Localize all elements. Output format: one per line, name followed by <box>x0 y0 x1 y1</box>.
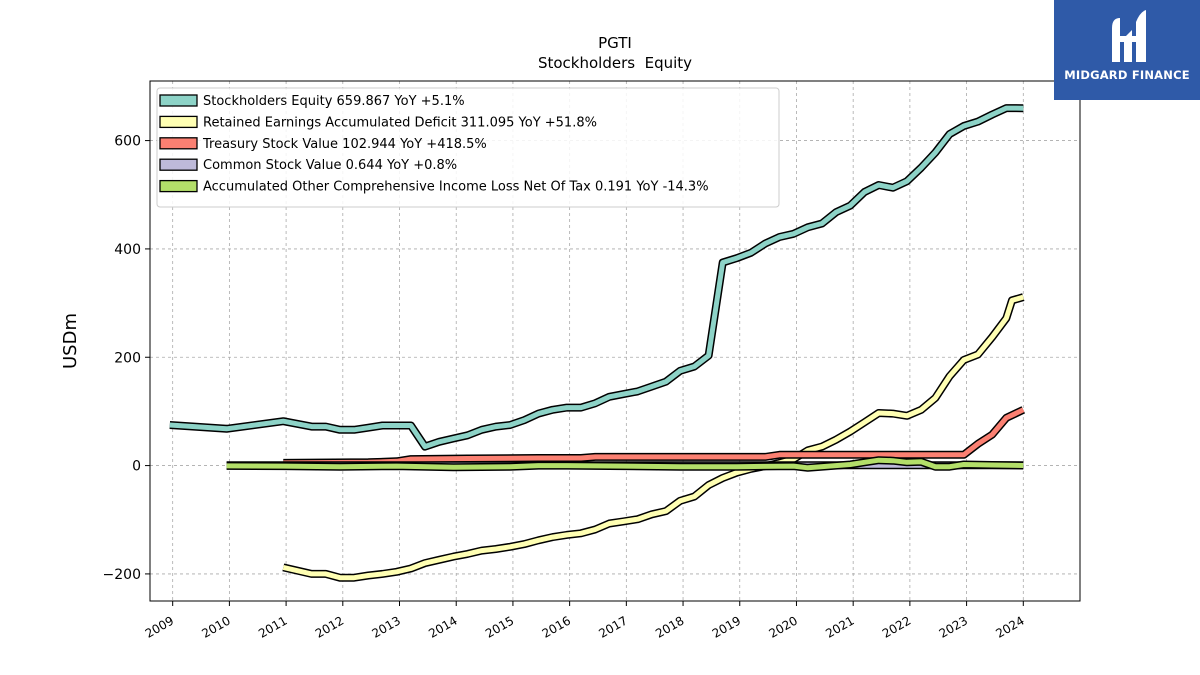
legend-swatch <box>159 179 198 193</box>
y-axis-label: USDm <box>60 313 81 369</box>
legend-swatch <box>159 158 198 171</box>
legend-box <box>156 87 780 208</box>
x-tick-label: 2012 <box>313 613 346 640</box>
x-tick-label: 2020 <box>767 613 800 640</box>
legend-label: Accumulated Other Comprehensive Income L… <box>203 180 709 195</box>
legend-label: Retained Earnings Accumulated Deficit 31… <box>203 115 597 130</box>
plot-frame <box>149 80 1081 602</box>
x-tick-label: 2016 <box>540 613 573 640</box>
brand-logo: MIDGARD FINANCE <box>1054 0 1200 100</box>
legend-label: Treasury Stock Value 102.944 YoY +418.5% <box>202 137 487 152</box>
legend: Stockholders Equity 659.867 YoY +5.1% Ret… <box>156 87 780 208</box>
x-tick-label: 2009 <box>143 613 176 640</box>
y-tick-label: 200 <box>114 350 141 366</box>
x-tick-label: 2022 <box>880 613 913 640</box>
x-tick-label: 2011 <box>256 613 289 640</box>
x-tick-label: 2010 <box>199 613 232 640</box>
y-tick-label: −200 <box>103 567 141 583</box>
series-line <box>282 294 1025 581</box>
brand-name: MIDGARD FINANCE <box>1064 68 1190 82</box>
series-lines <box>169 104 1026 582</box>
y-tick-label: 600 <box>114 134 141 150</box>
series-1 <box>282 293 1025 582</box>
series-4 <box>226 456 1024 472</box>
series-2 <box>283 406 1026 467</box>
midgard-logo-icon <box>1112 10 1146 62</box>
x-tick-label: 2014 <box>426 613 459 640</box>
x-tick-label: 2017 <box>596 613 629 640</box>
series-line <box>226 457 1024 471</box>
legend-swatch <box>159 94 198 107</box>
axis-ticks: −200 0 200 400 600 2009 2010 2011 2012 2013 2014 20… <box>103 134 1027 641</box>
x-tick-label: 2015 <box>483 613 516 640</box>
x-tick-label: 2023 <box>937 613 970 640</box>
legend-label: Stockholders Equity 659.867 YoY +5.1% <box>203 94 465 109</box>
legend-swatch <box>159 115 198 129</box>
chart-subtitle: Stockholders Equity <box>538 54 692 72</box>
series-0 <box>169 104 1024 451</box>
chart-title: PGTI <box>598 34 632 52</box>
legend-label: Common Stock Value 0.644 YoY +0.8% <box>203 158 457 173</box>
legend-swatch <box>159 137 198 150</box>
x-tick-label: 2021 <box>823 613 856 640</box>
series-outline <box>282 293 1025 582</box>
y-tick-label: 0 <box>132 459 141 475</box>
series-line <box>283 407 1025 466</box>
y-tick-label: 400 <box>114 242 141 258</box>
x-tick-label: 2018 <box>653 613 686 640</box>
x-tick-label: 2013 <box>370 613 403 640</box>
x-tick-label: 2024 <box>993 613 1026 640</box>
series-line <box>169 105 1024 450</box>
x-tick-label: 2019 <box>710 613 743 640</box>
